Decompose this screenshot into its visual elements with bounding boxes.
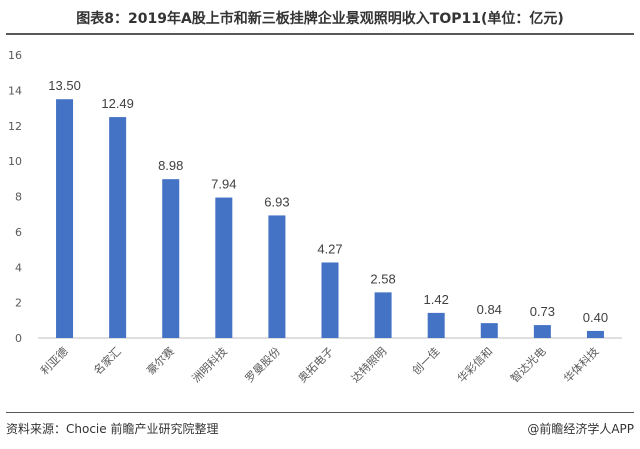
- bar: [374, 292, 392, 338]
- y-tick-label: 8: [15, 191, 22, 204]
- category-label: 奥拓电子: [295, 344, 336, 385]
- category-label: 名家汇: [91, 344, 124, 377]
- bar: [586, 330, 604, 338]
- bar: [215, 197, 233, 338]
- bar: [162, 179, 180, 338]
- data-label: 1.42: [424, 292, 449, 307]
- data-label: 4.27: [317, 241, 342, 256]
- bar: [533, 325, 551, 338]
- y-tick-label: 4: [15, 261, 22, 274]
- category-label: 罗曼股份: [243, 345, 283, 385]
- bar: [321, 262, 339, 338]
- bar: [480, 323, 498, 338]
- category-label: 智达光电: [507, 344, 548, 385]
- y-tick-label: 2: [15, 297, 22, 310]
- title-divider: [6, 33, 634, 35]
- category-label: 华彩信和: [454, 344, 495, 385]
- data-label: 7.94: [211, 177, 236, 192]
- data-label: 6.93: [264, 194, 289, 209]
- data-label: 13.50: [48, 78, 81, 93]
- category-label: 利亚德: [37, 344, 70, 377]
- category-label: 创一佳: [409, 344, 442, 377]
- brand-credit: @前瞻经济学人APP: [527, 422, 634, 436]
- data-label: 12.49: [101, 96, 134, 111]
- y-tick-label: 12: [8, 120, 22, 133]
- bar: [56, 99, 74, 338]
- source-note: 资料来源：Chocie 前瞻产业研究院整理: [6, 422, 219, 436]
- y-tick-label: 0: [15, 332, 22, 345]
- category-label: 华体科技: [561, 344, 602, 385]
- data-label: 8.98: [158, 158, 183, 173]
- y-tick-label: 6: [15, 226, 22, 239]
- category-label: 豪尔赛: [144, 344, 177, 377]
- category-label: 洲明科技: [189, 344, 230, 385]
- bar: [109, 117, 127, 338]
- data-label: 2.58: [370, 271, 395, 286]
- chart-title: 图表8：2019年A股上市和新三板挂牌企业景观照明收入TOP11(单位：亿元): [76, 11, 564, 27]
- data-label: 0.73: [530, 304, 555, 319]
- y-tick-label: 16: [8, 49, 22, 62]
- category-label: 达特照明: [348, 344, 389, 385]
- data-label: 0.40: [583, 310, 608, 325]
- bar: [427, 312, 445, 338]
- bar: [268, 215, 286, 338]
- y-tick-label: 14: [8, 84, 22, 97]
- data-label: 0.84: [477, 302, 502, 317]
- y-tick-label: 10: [8, 155, 22, 168]
- footer-divider: [6, 412, 634, 413]
